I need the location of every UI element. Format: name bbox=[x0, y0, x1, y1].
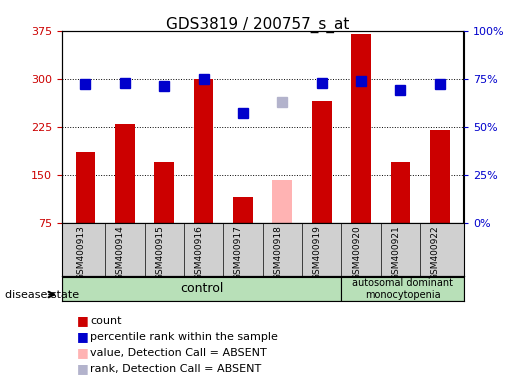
Bar bbox=[272, 180, 292, 223]
FancyBboxPatch shape bbox=[62, 277, 341, 301]
Text: ■: ■ bbox=[77, 314, 89, 327]
Bar bbox=[312, 101, 332, 223]
Text: GSM400916: GSM400916 bbox=[195, 225, 203, 280]
Bar bbox=[233, 197, 253, 223]
Text: rank, Detection Call = ABSENT: rank, Detection Call = ABSENT bbox=[90, 364, 262, 374]
Text: GSM400920: GSM400920 bbox=[352, 225, 361, 280]
Text: GSM400915: GSM400915 bbox=[155, 225, 164, 280]
Text: disease state: disease state bbox=[5, 290, 79, 300]
Text: GSM400918: GSM400918 bbox=[273, 225, 282, 280]
Text: ■: ■ bbox=[77, 362, 89, 376]
Text: ■: ■ bbox=[77, 346, 89, 359]
FancyBboxPatch shape bbox=[341, 277, 464, 301]
Text: value, Detection Call = ABSENT: value, Detection Call = ABSENT bbox=[90, 348, 267, 358]
Bar bbox=[391, 162, 410, 223]
Bar bbox=[194, 79, 213, 223]
Text: GSM400917: GSM400917 bbox=[234, 225, 243, 280]
Text: GSM400922: GSM400922 bbox=[431, 225, 440, 280]
Text: GSM400921: GSM400921 bbox=[391, 225, 401, 280]
Text: control: control bbox=[180, 283, 224, 295]
Bar bbox=[430, 130, 450, 223]
Text: ■: ■ bbox=[77, 330, 89, 343]
Bar bbox=[154, 162, 174, 223]
Text: GDS3819 / 200757_s_at: GDS3819 / 200757_s_at bbox=[166, 17, 349, 33]
Text: count: count bbox=[90, 316, 122, 326]
Bar bbox=[351, 34, 371, 223]
Text: GSM400914: GSM400914 bbox=[116, 225, 125, 280]
Text: autosomal dominant
monocytopenia: autosomal dominant monocytopenia bbox=[352, 278, 453, 300]
Text: GSM400913: GSM400913 bbox=[76, 225, 85, 280]
Text: GSM400919: GSM400919 bbox=[313, 225, 322, 280]
Bar bbox=[76, 152, 95, 223]
Bar bbox=[115, 124, 134, 223]
Text: percentile rank within the sample: percentile rank within the sample bbox=[90, 332, 278, 342]
